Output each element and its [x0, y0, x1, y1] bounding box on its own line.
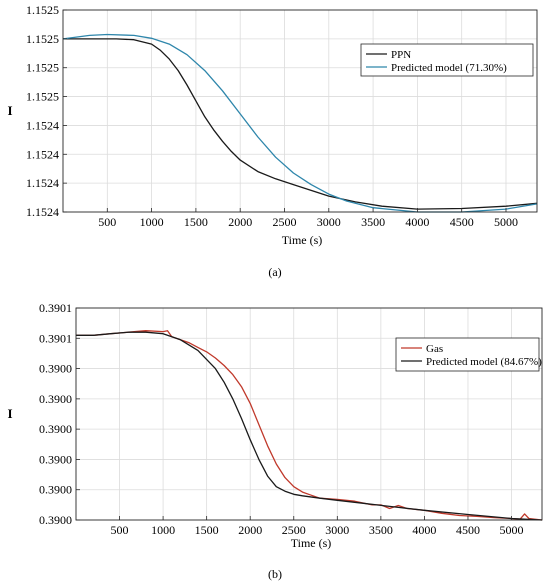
- series-line-1: [63, 38, 538, 210]
- y-tick-label: 0.3901: [39, 301, 72, 315]
- y-tick-label: 1.1525: [26, 90, 59, 104]
- panel-label: (a): [268, 265, 281, 279]
- y-tick-label: 1.1525: [26, 3, 59, 17]
- y-axis-label: I: [7, 103, 12, 118]
- legend-box: [360, 43, 534, 77]
- x-tick-label: 500: [111, 523, 129, 537]
- axes-frame: [75, 307, 543, 521]
- x-tick-label: 2000: [228, 215, 252, 229]
- y-tick-label: 0.3900: [39, 513, 72, 527]
- y-tick-label: 1.1524: [26, 118, 59, 132]
- panel-label: (b): [268, 567, 282, 581]
- x-tick-label: 2000: [238, 523, 262, 537]
- x-tick-label: 3500: [369, 523, 393, 537]
- x-tick-label: 4000: [405, 215, 429, 229]
- x-tick-label: 4000: [412, 523, 436, 537]
- legend-entry-2: Predicted model (71.30%): [391, 62, 507, 74]
- y-tick-label: 1.1525: [26, 61, 59, 75]
- x-axis-label: Time (s): [291, 536, 332, 550]
- y-tick-label: 0.3900: [39, 452, 72, 466]
- series-line-2: [62, 33, 538, 213]
- y-tick-label: 0.3901: [39, 331, 72, 345]
- x-tick-label: 1500: [184, 215, 208, 229]
- x-axis-label: Time (s): [282, 233, 323, 247]
- x-tick-label: 3500: [361, 215, 385, 229]
- x-tick-label: 3000: [317, 215, 341, 229]
- legend-entry-1: PPN: [391, 49, 411, 61]
- chart-panel-a: 500 1000 1500 2000 2500 3000 3500 4000 4500 5000 1…: [7, 3, 538, 279]
- x-tick-label: 4500: [450, 215, 474, 229]
- series-line-2: [76, 331, 543, 521]
- y-tick-label: 1.1524: [26, 147, 59, 161]
- x-tick-label: 3000: [325, 523, 349, 537]
- y-tick-label: 0.3900: [39, 422, 72, 436]
- axes-frame: [62, 9, 538, 213]
- y-tick-label: 1.1524: [26, 176, 59, 190]
- y-tick-label: 0.3900: [39, 483, 72, 497]
- x-tick-label: 4500: [456, 523, 480, 537]
- x-tick-label: 5000: [494, 215, 518, 229]
- x-tick-label: 500: [98, 215, 116, 229]
- x-tick-label: 1000: [151, 523, 175, 537]
- y-tick-label: 1.1524: [26, 205, 59, 219]
- legend-box: [395, 337, 540, 372]
- x-tick-label: 1500: [195, 523, 219, 537]
- series-line-1: [76, 330, 543, 521]
- chart-panel-b: 500 1000 1500 2000 2500 3000 3500 4000 4500 5000 0…: [7, 301, 543, 581]
- y-axis-label: I: [7, 406, 12, 421]
- x-tick-label: 2500: [272, 215, 296, 229]
- x-tick-label: 5000: [500, 523, 524, 537]
- y-tick-label: 0.3900: [39, 362, 72, 376]
- y-tick-label: 1.1525: [26, 32, 59, 46]
- x-tick-label: 2500: [282, 523, 306, 537]
- x-tick-label: 1000: [140, 215, 164, 229]
- y-tick-label: 0.3900: [39, 392, 72, 406]
- legend-entry-1: Gas: [426, 343, 443, 355]
- legend-entry-2: Predicted model (84.67%): [426, 356, 542, 368]
